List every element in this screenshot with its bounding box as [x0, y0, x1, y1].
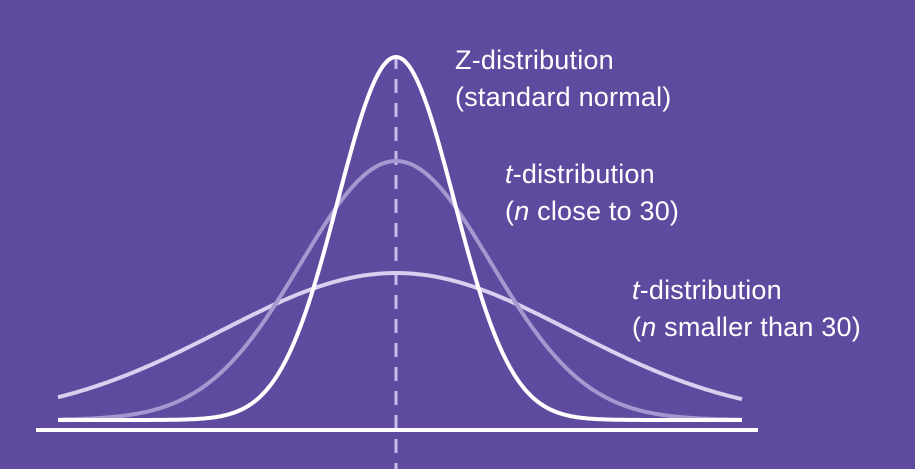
t-small-label-line1: t-distribution	[632, 275, 782, 305]
t-distribution-small-n-label: t-distribution (n smaller than 30)	[632, 272, 861, 346]
t-close-label-line2: (n close to 30)	[505, 196, 680, 226]
t-distribution-close-30-label: t-distribution (n close to 30)	[505, 156, 679, 230]
z-label-line2: (standard normal)	[455, 82, 672, 112]
t-close-label-line1: t-distribution	[505, 159, 655, 189]
z-distribution-label: Z-distribution (standard normal)	[455, 42, 672, 116]
t-small-label-line2: (n smaller than 30)	[632, 312, 861, 342]
t-distribution-small-n-curve	[57, 271, 743, 402]
z-label-line1: Z-distribution	[455, 45, 614, 75]
z-distribution-curve	[58, 54, 742, 422]
t-distribution-close-30-curve	[58, 158, 743, 422]
